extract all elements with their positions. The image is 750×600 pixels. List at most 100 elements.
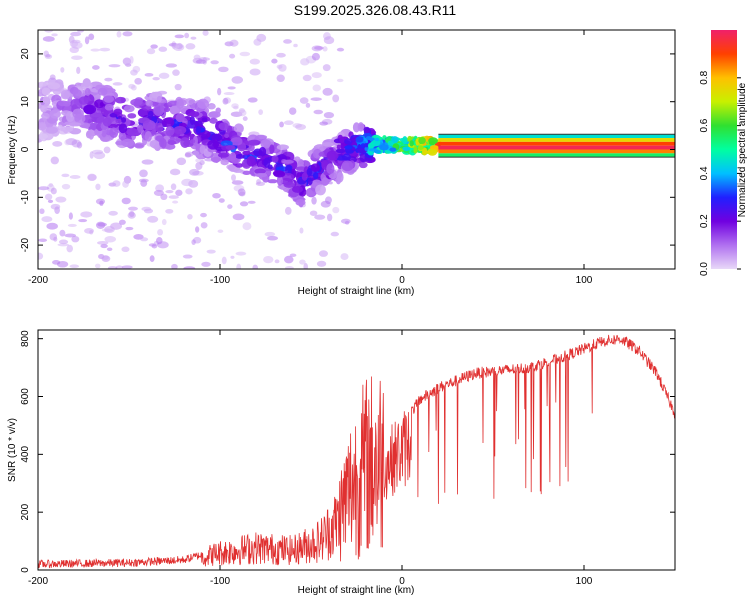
noise-blob <box>69 175 81 179</box>
ridge-blob <box>38 133 49 140</box>
band-blob <box>427 147 438 156</box>
ridge-blob <box>155 122 164 133</box>
ridge-blob <box>72 89 82 98</box>
noise-blob <box>312 84 321 92</box>
noise-blob <box>174 83 182 91</box>
y-tick-label: 200 <box>20 503 31 520</box>
y-tick-label: -10 <box>20 190 31 205</box>
noise-blob <box>249 58 260 65</box>
noise-blob <box>89 151 94 159</box>
noise-blob <box>239 51 251 57</box>
noise-blob <box>127 206 138 211</box>
noise-blob <box>336 47 345 52</box>
ridge-blob <box>326 163 335 175</box>
noise-blob <box>87 173 97 182</box>
ridge-blob <box>136 124 144 133</box>
noise-blob <box>156 237 163 245</box>
noise-blob <box>38 238 48 243</box>
noise-blob <box>67 223 77 227</box>
noise-blob <box>309 210 318 216</box>
noise-blob <box>218 66 229 73</box>
noise-blob <box>247 200 256 204</box>
noise-blob <box>152 77 160 81</box>
ridge-blob <box>123 104 135 113</box>
ridge-blob <box>133 143 144 148</box>
band-blob <box>391 136 399 144</box>
ridge-blob <box>163 106 170 113</box>
noise-blob <box>95 183 101 191</box>
noise-blob <box>60 67 65 73</box>
ridge-blob <box>38 122 47 131</box>
ridge-blob <box>209 117 218 124</box>
band-blob <box>389 147 397 152</box>
y-tick-label: 600 <box>20 388 31 405</box>
noise-blob <box>218 198 225 203</box>
ridge-blob <box>153 105 165 116</box>
noise-blob <box>57 243 70 247</box>
noise-blob <box>252 264 258 269</box>
ridge-blob <box>130 98 143 107</box>
snr-y-axis-label: SNR (10 * v/v) <box>7 418 18 482</box>
noise-blob <box>175 189 183 196</box>
ridge-blob <box>47 82 61 90</box>
noise-blob <box>149 255 155 263</box>
ridge-blob <box>282 159 294 164</box>
ridge-blob <box>233 123 244 134</box>
band-blob <box>365 136 372 141</box>
ridge-blob <box>149 140 160 149</box>
noise-blob <box>95 263 101 269</box>
noise-blob <box>122 180 129 188</box>
x-tick-label: -100 <box>210 275 230 286</box>
noise-blob <box>314 214 326 220</box>
ridge-blob <box>322 142 334 147</box>
ridge-blob <box>269 144 275 155</box>
ridge-blob <box>83 104 97 115</box>
noise-blob <box>233 105 239 110</box>
y-tick-label: 20 <box>20 48 31 60</box>
snr-ticks: -200 -100 0 100 0 200 400 600 800 <box>20 330 675 587</box>
noise-blob <box>236 263 242 269</box>
noise-blob <box>122 31 133 37</box>
noise-blob <box>161 218 167 226</box>
ridge-blob <box>115 118 122 124</box>
ridge-blob <box>218 122 229 131</box>
noise-blob <box>247 97 258 103</box>
noise-blob <box>78 218 88 223</box>
noise-blob <box>103 146 111 154</box>
noise-blob <box>138 178 149 183</box>
ridge-blob <box>88 129 95 140</box>
noise-blob <box>305 102 311 108</box>
noise-blob <box>231 180 244 185</box>
noise-blob <box>121 265 133 269</box>
ridge-blob <box>295 199 306 206</box>
noise-blob <box>158 72 170 79</box>
ridge-blob <box>144 131 152 142</box>
noise-blob <box>264 231 276 237</box>
noise-blob <box>69 40 79 48</box>
noise-blob <box>141 159 154 165</box>
noise-blob <box>170 183 177 191</box>
noise-blob <box>58 239 69 245</box>
noise-blob <box>255 181 265 187</box>
noise-blob <box>38 252 44 260</box>
noise-blob <box>299 259 306 265</box>
ridge-blob <box>189 110 200 118</box>
noise-blob <box>129 55 134 64</box>
ridge-blob <box>195 125 202 135</box>
noise-blob <box>229 39 239 47</box>
ridge-blob <box>276 175 284 186</box>
noise-blob <box>242 222 252 231</box>
noise-blob <box>121 197 131 205</box>
noise-blob <box>59 229 66 237</box>
noise-blob <box>276 52 286 58</box>
carrier-band <box>438 138 675 142</box>
noise-blob <box>295 124 307 130</box>
ridge-blob <box>92 113 105 124</box>
ridge-blob <box>41 87 51 96</box>
ridge-blob <box>242 170 251 176</box>
noise-blob <box>206 249 216 254</box>
ridge-blob <box>282 173 295 182</box>
ridge-blob <box>341 160 354 172</box>
ridge-blob <box>189 115 195 125</box>
noise-blob <box>235 251 247 256</box>
